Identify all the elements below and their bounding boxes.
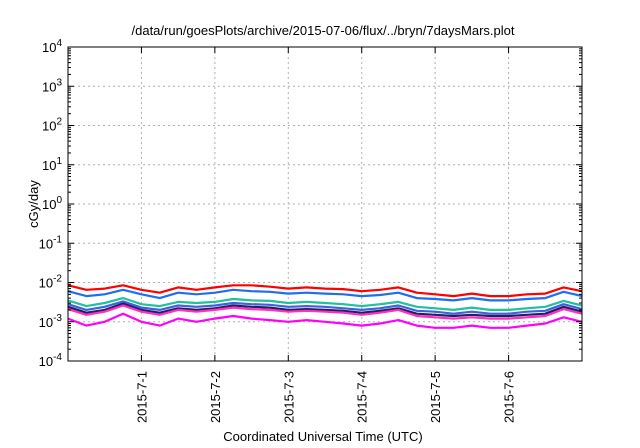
- y-tick-label-base: 10: [42, 40, 56, 55]
- y-tick-label-base: 10: [39, 315, 53, 330]
- y-tick-label: 10-3: [39, 313, 63, 330]
- series-line-1: [67, 284, 583, 298]
- series-line-5: [67, 302, 583, 318]
- y-tick-label-base: 10: [39, 236, 53, 251]
- y-tick-label: 103: [42, 77, 62, 94]
- chart-title: /data/run/goesPlots/archive/2015-07-06/f…: [132, 23, 515, 38]
- y-tick-label-exponent: -3: [53, 313, 62, 324]
- y-tick-label: 10-2: [39, 274, 63, 291]
- y-tick-label: 100: [42, 195, 62, 212]
- y-tick-label: 102: [42, 117, 62, 134]
- x-tick-label: 2015-7-6: [502, 371, 517, 423]
- y-tick-label-base: 10: [42, 158, 56, 173]
- x-tick-label: 2015-7-4: [355, 371, 370, 423]
- y-tick-label-exponent: 2: [56, 117, 62, 128]
- x-axis-label: Coordinated Universal Time (UTC): [223, 429, 422, 444]
- x-axis: 2015-7-1 2015-7-2 2015-7-3 2015-7-4 2015-7-5…: [134, 47, 517, 423]
- y-axis-label: cGy/day: [26, 180, 41, 228]
- y-tick-label-exponent: 1: [56, 156, 62, 167]
- y-tick-label-base: 10: [39, 276, 53, 291]
- series-line-6: [67, 304, 583, 320]
- y-tick-label-exponent: 4: [56, 38, 62, 49]
- y-tick-label-exponent: 0: [56, 195, 62, 206]
- y-tick-label: 10-1: [39, 234, 63, 251]
- x-tick-label: 2015-7-5: [428, 371, 443, 423]
- y-tick-label-exponent: -2: [53, 274, 62, 285]
- y-tick-label: 104: [42, 38, 62, 55]
- x-tick-label: 2015-7-2: [208, 371, 223, 423]
- y-tick-label-base: 10: [42, 79, 56, 94]
- series-line-3: [67, 297, 583, 311]
- y-tick-label-base: 10: [42, 119, 56, 134]
- x-tick-label: 2015-7-3: [281, 371, 296, 423]
- series-line-7: [67, 312, 583, 329]
- y-tick-label-exponent: 3: [56, 77, 62, 88]
- y-tick-label-exponent: -4: [53, 352, 62, 363]
- series-line-2: [67, 288, 583, 302]
- y-tick-label-base: 10: [42, 197, 56, 212]
- y-tick-label: 10-4: [39, 352, 63, 369]
- y-tick-label-exponent: -1: [53, 234, 62, 245]
- series-layer: [67, 284, 583, 329]
- y-tick-label: 101: [42, 156, 62, 173]
- x-tick-label: 2015-7-1: [134, 371, 149, 423]
- series-line-4: [67, 300, 583, 315]
- y-tick-label-base: 10: [39, 354, 53, 369]
